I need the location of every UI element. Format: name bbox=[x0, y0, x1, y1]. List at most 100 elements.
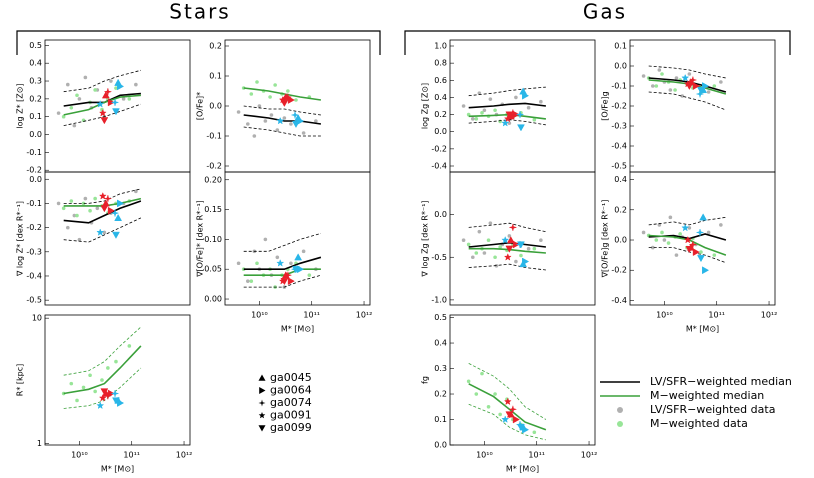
y-tick-label: -0.2 bbox=[206, 162, 222, 171]
data-point bbox=[69, 381, 74, 386]
galaxy-marker bbox=[287, 277, 295, 286]
legend-symbol bbox=[258, 412, 266, 419]
galaxy-marker bbox=[96, 99, 105, 108]
data-point bbox=[532, 117, 537, 122]
group-title: Gas bbox=[583, 0, 627, 24]
galaxy-marker bbox=[522, 91, 530, 100]
data-point bbox=[673, 88, 677, 92]
x-axis-label: M* [M⊙] bbox=[281, 325, 314, 334]
y-tick-label: 0.1 bbox=[209, 72, 222, 81]
galaxy-marker bbox=[110, 208, 120, 218]
data-point bbox=[314, 119, 318, 123]
data-point bbox=[539, 99, 543, 104]
y-tick-label: 0.5 bbox=[29, 41, 42, 50]
data-point bbox=[519, 253, 523, 258]
data-point bbox=[662, 238, 667, 242]
legend-dot bbox=[617, 407, 623, 413]
y-tick-label: 0.2 bbox=[434, 390, 447, 399]
group-title: Stars bbox=[169, 0, 230, 24]
data-point bbox=[294, 98, 298, 102]
percentile-line bbox=[468, 222, 546, 233]
data-point bbox=[660, 230, 664, 235]
legend-label: LV/SFR−weighted data bbox=[650, 403, 775, 416]
galaxy-marker bbox=[103, 194, 112, 204]
y-tick-label: -0.1 bbox=[611, 82, 627, 91]
data-point bbox=[526, 246, 531, 251]
percentile-line bbox=[468, 86, 546, 97]
data-point bbox=[488, 221, 493, 225]
y-tick-label: 0.05 bbox=[204, 265, 222, 274]
data-point bbox=[255, 261, 259, 266]
data-point bbox=[668, 88, 673, 92]
galaxy-marker bbox=[683, 235, 692, 244]
data-point bbox=[127, 97, 132, 101]
galaxy-marker bbox=[294, 253, 303, 261]
galaxy-marker bbox=[98, 393, 107, 402]
galaxy-marker bbox=[117, 82, 125, 91]
data-point bbox=[75, 213, 79, 218]
y-tick-label: 0.3 bbox=[29, 77, 42, 86]
data-point bbox=[273, 83, 277, 87]
galaxy-marker bbox=[505, 411, 514, 419]
legend-symbol bbox=[258, 374, 266, 381]
y-tick-label: 0.0 bbox=[434, 127, 447, 136]
y-tick-label: 0.1 bbox=[434, 415, 447, 424]
x-tick-label: 10¹² bbox=[761, 311, 778, 320]
data-point bbox=[75, 398, 79, 403]
percentile-line bbox=[63, 367, 142, 409]
y-tick-label: -0.4 bbox=[431, 162, 447, 171]
x-tick-label: 10¹² bbox=[356, 311, 373, 320]
y-tick-label: 0.2 bbox=[209, 42, 222, 51]
galaxy-marker bbox=[100, 205, 109, 213]
median-line bbox=[63, 345, 142, 395]
legend-label: M−weighted data bbox=[650, 417, 748, 430]
y-tick-label: 0.10 bbox=[204, 235, 222, 244]
percentile-line bbox=[63, 69, 142, 93]
galaxy-marker bbox=[699, 213, 708, 221]
legend-label: LV/SFR−weighted median bbox=[650, 375, 792, 388]
data-point bbox=[719, 223, 723, 227]
data-point bbox=[100, 378, 104, 382]
galaxy-marker bbox=[685, 82, 694, 91]
data-point bbox=[95, 206, 100, 211]
galaxy-marker bbox=[681, 223, 690, 232]
plot-frame bbox=[224, 39, 371, 173]
percentile-line bbox=[648, 216, 726, 226]
galaxy-marker bbox=[292, 266, 300, 274]
median-line bbox=[243, 256, 322, 271]
y-tick-label: 0.0 bbox=[29, 175, 42, 184]
data-point bbox=[245, 122, 250, 126]
y-tick-label: -0.2 bbox=[431, 144, 447, 153]
plot-area bbox=[641, 65, 727, 111]
plot-frame bbox=[629, 171, 776, 306]
y-tick-label: 0.2 bbox=[434, 110, 447, 119]
percentile-line bbox=[63, 326, 142, 376]
data-point bbox=[480, 111, 484, 115]
data-point bbox=[255, 80, 259, 84]
percentile-line bbox=[648, 65, 726, 79]
galaxy-marker bbox=[517, 124, 525, 132]
data-point bbox=[526, 105, 531, 110]
data-point bbox=[706, 90, 711, 94]
y-tick-label: -0.1 bbox=[26, 148, 42, 157]
legend-symbol bbox=[258, 399, 266, 407]
galaxy-marker bbox=[98, 108, 107, 117]
median-line bbox=[63, 200, 142, 224]
x-tick-label: 10¹² bbox=[176, 451, 193, 460]
data-point bbox=[282, 116, 287, 120]
y-tick-label: 0.6 bbox=[434, 76, 447, 85]
legend-symbol bbox=[259, 387, 266, 394]
x-tick-label: 10¹¹ bbox=[528, 451, 545, 460]
percentile-line bbox=[648, 91, 727, 111]
y-axis-label: fg bbox=[421, 376, 430, 384]
data-point bbox=[249, 279, 254, 283]
y-tick-label: 0.4 bbox=[434, 93, 447, 102]
y-tick-label: 0.0 bbox=[614, 236, 627, 245]
y-tick-label: -0.3 bbox=[26, 247, 42, 256]
data-point bbox=[480, 371, 484, 376]
data-point bbox=[257, 104, 262, 108]
y-tick-label: -0.5 bbox=[611, 162, 627, 171]
data-point bbox=[719, 80, 723, 84]
data-point bbox=[65, 225, 70, 230]
galaxy-marker bbox=[112, 397, 120, 405]
